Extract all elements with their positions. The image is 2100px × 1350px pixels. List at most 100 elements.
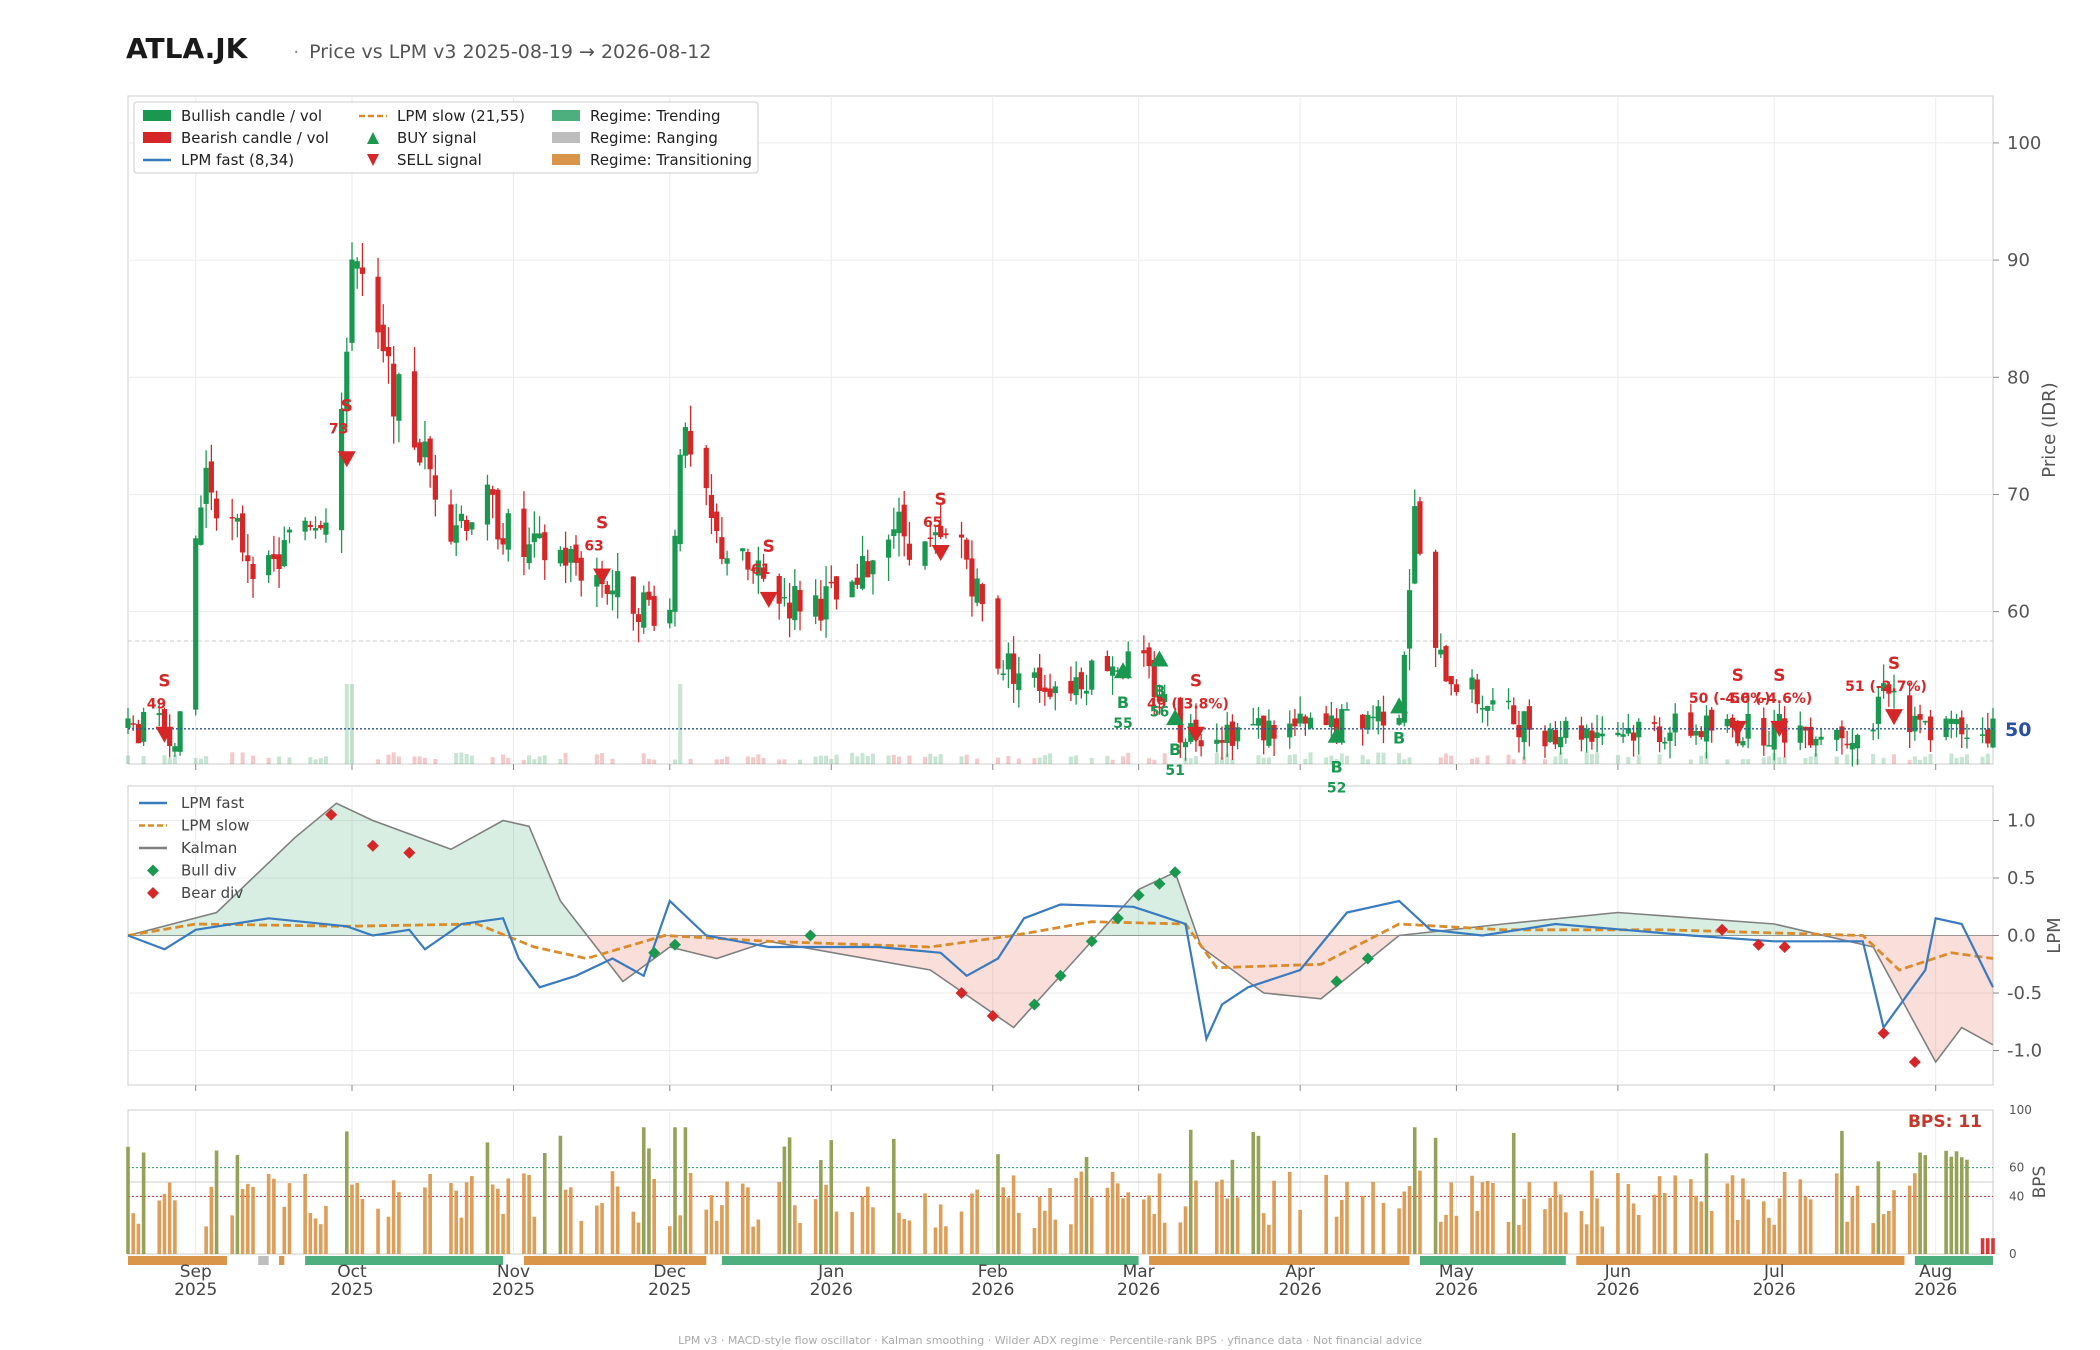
sell-signal-marker <box>1770 720 1789 737</box>
candle-body <box>1547 728 1553 742</box>
price-ytick-label: 80 <box>2007 367 2030 388</box>
bps-bar <box>673 1127 677 1254</box>
bps-bar <box>1694 1195 1698 1254</box>
candle-body <box>1104 655 1110 672</box>
bps-bar <box>636 1222 641 1254</box>
volume-bar <box>1813 753 1818 764</box>
volume-bar <box>422 757 427 764</box>
candle-body <box>234 517 240 522</box>
candle-body <box>1016 673 1022 691</box>
bps-bar <box>579 1220 584 1254</box>
candle-body <box>776 576 782 604</box>
sell-signal-score: 50 (-4.6%) <box>1689 691 1771 707</box>
candle-body <box>1370 716 1376 719</box>
volume-bar <box>870 753 875 764</box>
volume-bar <box>1636 755 1641 764</box>
bull-div-marker <box>1169 866 1182 879</box>
volume-bar <box>391 752 396 764</box>
volume-bar <box>1803 757 1808 764</box>
regime-segment-trending <box>721 1256 1139 1265</box>
bps-bar <box>1230 1159 1235 1254</box>
candle-body <box>1808 726 1814 746</box>
lpm-legend-label: LPM slow <box>181 817 250 835</box>
bps-bar <box>287 1183 292 1254</box>
bps-bar <box>1006 1197 1011 1254</box>
candle-body <box>1578 725 1585 740</box>
bps-bar <box>1918 1152 1922 1254</box>
sell-signal-marker <box>593 568 612 585</box>
bps-bar <box>1871 1223 1875 1254</box>
x-tick-month: Feb <box>978 1262 1008 1282</box>
volume-bar <box>1959 756 1964 764</box>
candle-body <box>1474 679 1480 705</box>
sell-signal-label: S <box>935 490 947 510</box>
bps-bar <box>595 1205 599 1254</box>
candle-body <box>1979 734 1986 736</box>
bps-bar <box>1272 1180 1276 1254</box>
bps-bar <box>1032 1228 1037 1254</box>
regime-segment-transitioning <box>1149 1256 1410 1265</box>
bps-bar <box>397 1192 401 1254</box>
candle-body <box>411 371 418 448</box>
volume-bar <box>490 757 495 764</box>
candle-body <box>1927 716 1934 741</box>
bps-bar <box>1636 1215 1641 1254</box>
bull-div-marker <box>1153 877 1166 890</box>
volume-bar <box>350 684 355 764</box>
sell-signal-label: S <box>1888 654 1900 674</box>
candle-body <box>1005 653 1012 670</box>
bps-bar <box>1590 1170 1594 1254</box>
candle-body <box>1156 694 1163 702</box>
candle-body <box>1771 721 1777 750</box>
candle-body <box>1875 696 1881 724</box>
candle-body <box>1365 714 1371 730</box>
candle-body <box>500 538 506 545</box>
candle-body <box>568 549 574 563</box>
volume-bar <box>1032 758 1037 764</box>
candle-body <box>1287 723 1293 738</box>
bps-bar <box>162 1193 167 1254</box>
candle-body <box>286 529 293 533</box>
volume-bar <box>376 759 381 764</box>
bps-bar <box>1438 1221 1443 1254</box>
candle-body <box>651 596 657 626</box>
candle-body <box>1047 688 1053 697</box>
bps-bar <box>1689 1179 1693 1254</box>
buy-signal-marker <box>1390 697 1409 714</box>
bps-bar <box>600 1203 604 1254</box>
candle-body <box>1870 729 1876 732</box>
bps-bar <box>1444 1214 1448 1254</box>
candle-body <box>1552 730 1559 745</box>
x-tick-month: Dec <box>653 1262 686 1282</box>
volume-bar <box>719 759 724 764</box>
volume-bar <box>1699 755 1704 764</box>
volume-bar <box>1303 758 1308 764</box>
candle-body <box>312 528 319 531</box>
candle-body <box>307 524 313 527</box>
candle-body <box>1839 726 1845 739</box>
candle-body <box>609 590 616 595</box>
sell-signal-marker <box>337 451 356 468</box>
bps-bar <box>1407 1186 1412 1254</box>
candle-body <box>1182 741 1189 748</box>
candle-body <box>135 724 142 744</box>
bps-bar <box>1959 1157 1964 1254</box>
candle-body <box>1229 721 1236 746</box>
candle-body <box>1782 718 1788 743</box>
bps-bar <box>1475 1210 1480 1254</box>
bps-bar <box>907 1220 912 1254</box>
volume-bar <box>1871 753 1876 764</box>
sell-signal-score: 51 (-2.7%) <box>1845 679 1927 695</box>
bps-bar <box>485 1142 490 1254</box>
bps-bar <box>1188 1129 1193 1254</box>
candle-body <box>865 561 871 578</box>
bps-bar <box>1657 1176 1662 1254</box>
volume-bar <box>1183 757 1188 764</box>
sell-signal-score: 49 (-3.8%) <box>1147 697 1229 713</box>
regime-segment-transitioning <box>279 1256 285 1265</box>
bps-bar <box>787 1137 792 1254</box>
volume-bar <box>1402 759 1407 764</box>
candle-body <box>1948 718 1954 724</box>
volume-bar <box>964 754 969 764</box>
volume-bar <box>396 756 401 764</box>
